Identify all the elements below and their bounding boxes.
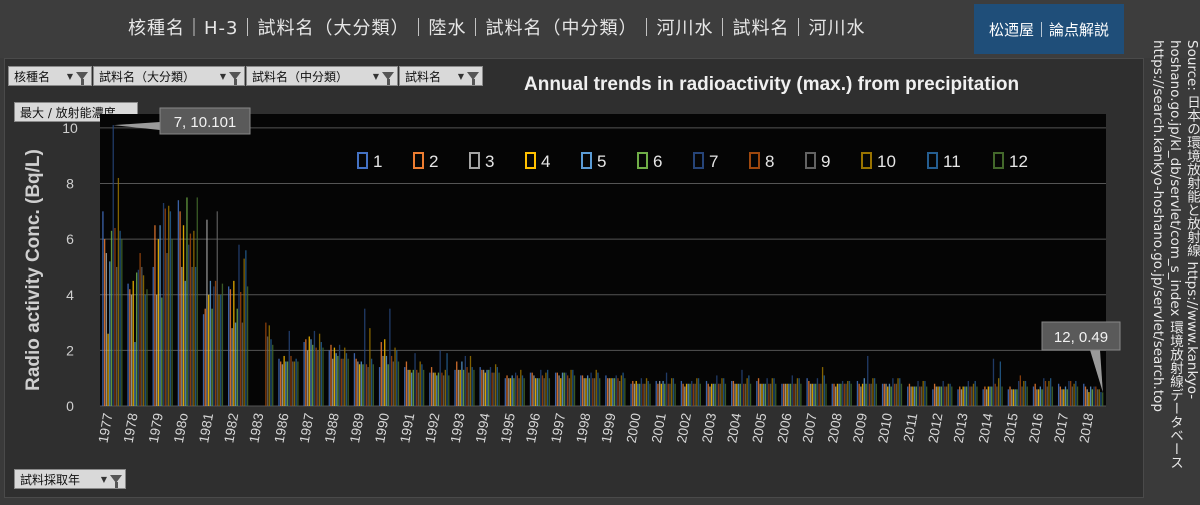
sample-field-label: 試料名 xyxy=(405,69,442,84)
dropdown-arrow-icon: ▼ xyxy=(432,120,439,130)
dropdown-arrow-icon: ▼ xyxy=(66,71,73,81)
sample-major-field-button[interactable]: 試料名（大分類） ▼ xyxy=(93,66,245,86)
filter-icon xyxy=(76,72,88,85)
month-field-button[interactable]: 試料採取月 ▼ xyxy=(344,115,458,135)
sample-field-button[interactable]: 試料名 ▼ xyxy=(399,66,483,86)
dropdown-arrow-icon: ▼ xyxy=(372,71,379,81)
value-field-label: 最大 / 放射能濃度 xyxy=(20,105,116,120)
sample-middle-field-button[interactable]: 試料名（中分類） ▼ xyxy=(246,66,398,86)
sample-middle-field-label: 試料名（中分類） xyxy=(252,69,349,84)
filter-icon xyxy=(442,121,454,134)
filters-summary: 核種名｜H-3｜試料名（大分類）｜陸水｜試料名（中分類）｜河川水｜試料名｜河川水 xyxy=(128,18,866,39)
source-note: Source: 日本の環境放射能と放射線 https://www.kankyo-… xyxy=(1150,40,1200,470)
year-field-button[interactable]: 試料採取年 ▼ xyxy=(14,469,126,489)
month-field-label: 試料採取月 xyxy=(350,118,411,133)
filter-icon xyxy=(467,72,479,85)
nuclide-field-button[interactable]: 核種名 ▼ xyxy=(8,66,92,86)
filter-icon xyxy=(229,72,241,85)
dropdown-arrow-icon: ▼ xyxy=(219,71,226,81)
sample-major-field-label: 試料名（大分類） xyxy=(99,69,196,84)
brand-badge[interactable]: 松迺屋｜論点解説 xyxy=(974,4,1124,54)
year-field-label: 試料採取年 xyxy=(20,472,81,487)
nuclide-field-label: 核種名 xyxy=(14,69,51,84)
y-axis-label: Radio activity Conc. (Bq/L) xyxy=(23,149,44,391)
header-bar: 核種名｜H-3｜試料名（大分類）｜陸水｜試料名（中分類）｜河川水｜試料名｜河川水… xyxy=(0,0,1200,58)
chart-panel xyxy=(4,58,1144,498)
dropdown-arrow-icon: ▼ xyxy=(457,71,464,81)
chart-title: Annual trends in radioactivity (max.) fr… xyxy=(524,74,1020,95)
dropdown-arrow-icon: ▼ xyxy=(100,474,107,484)
value-field-button[interactable]: 最大 / 放射能濃度 xyxy=(14,102,138,122)
filter-icon xyxy=(110,475,122,488)
filter-icon xyxy=(382,72,394,85)
